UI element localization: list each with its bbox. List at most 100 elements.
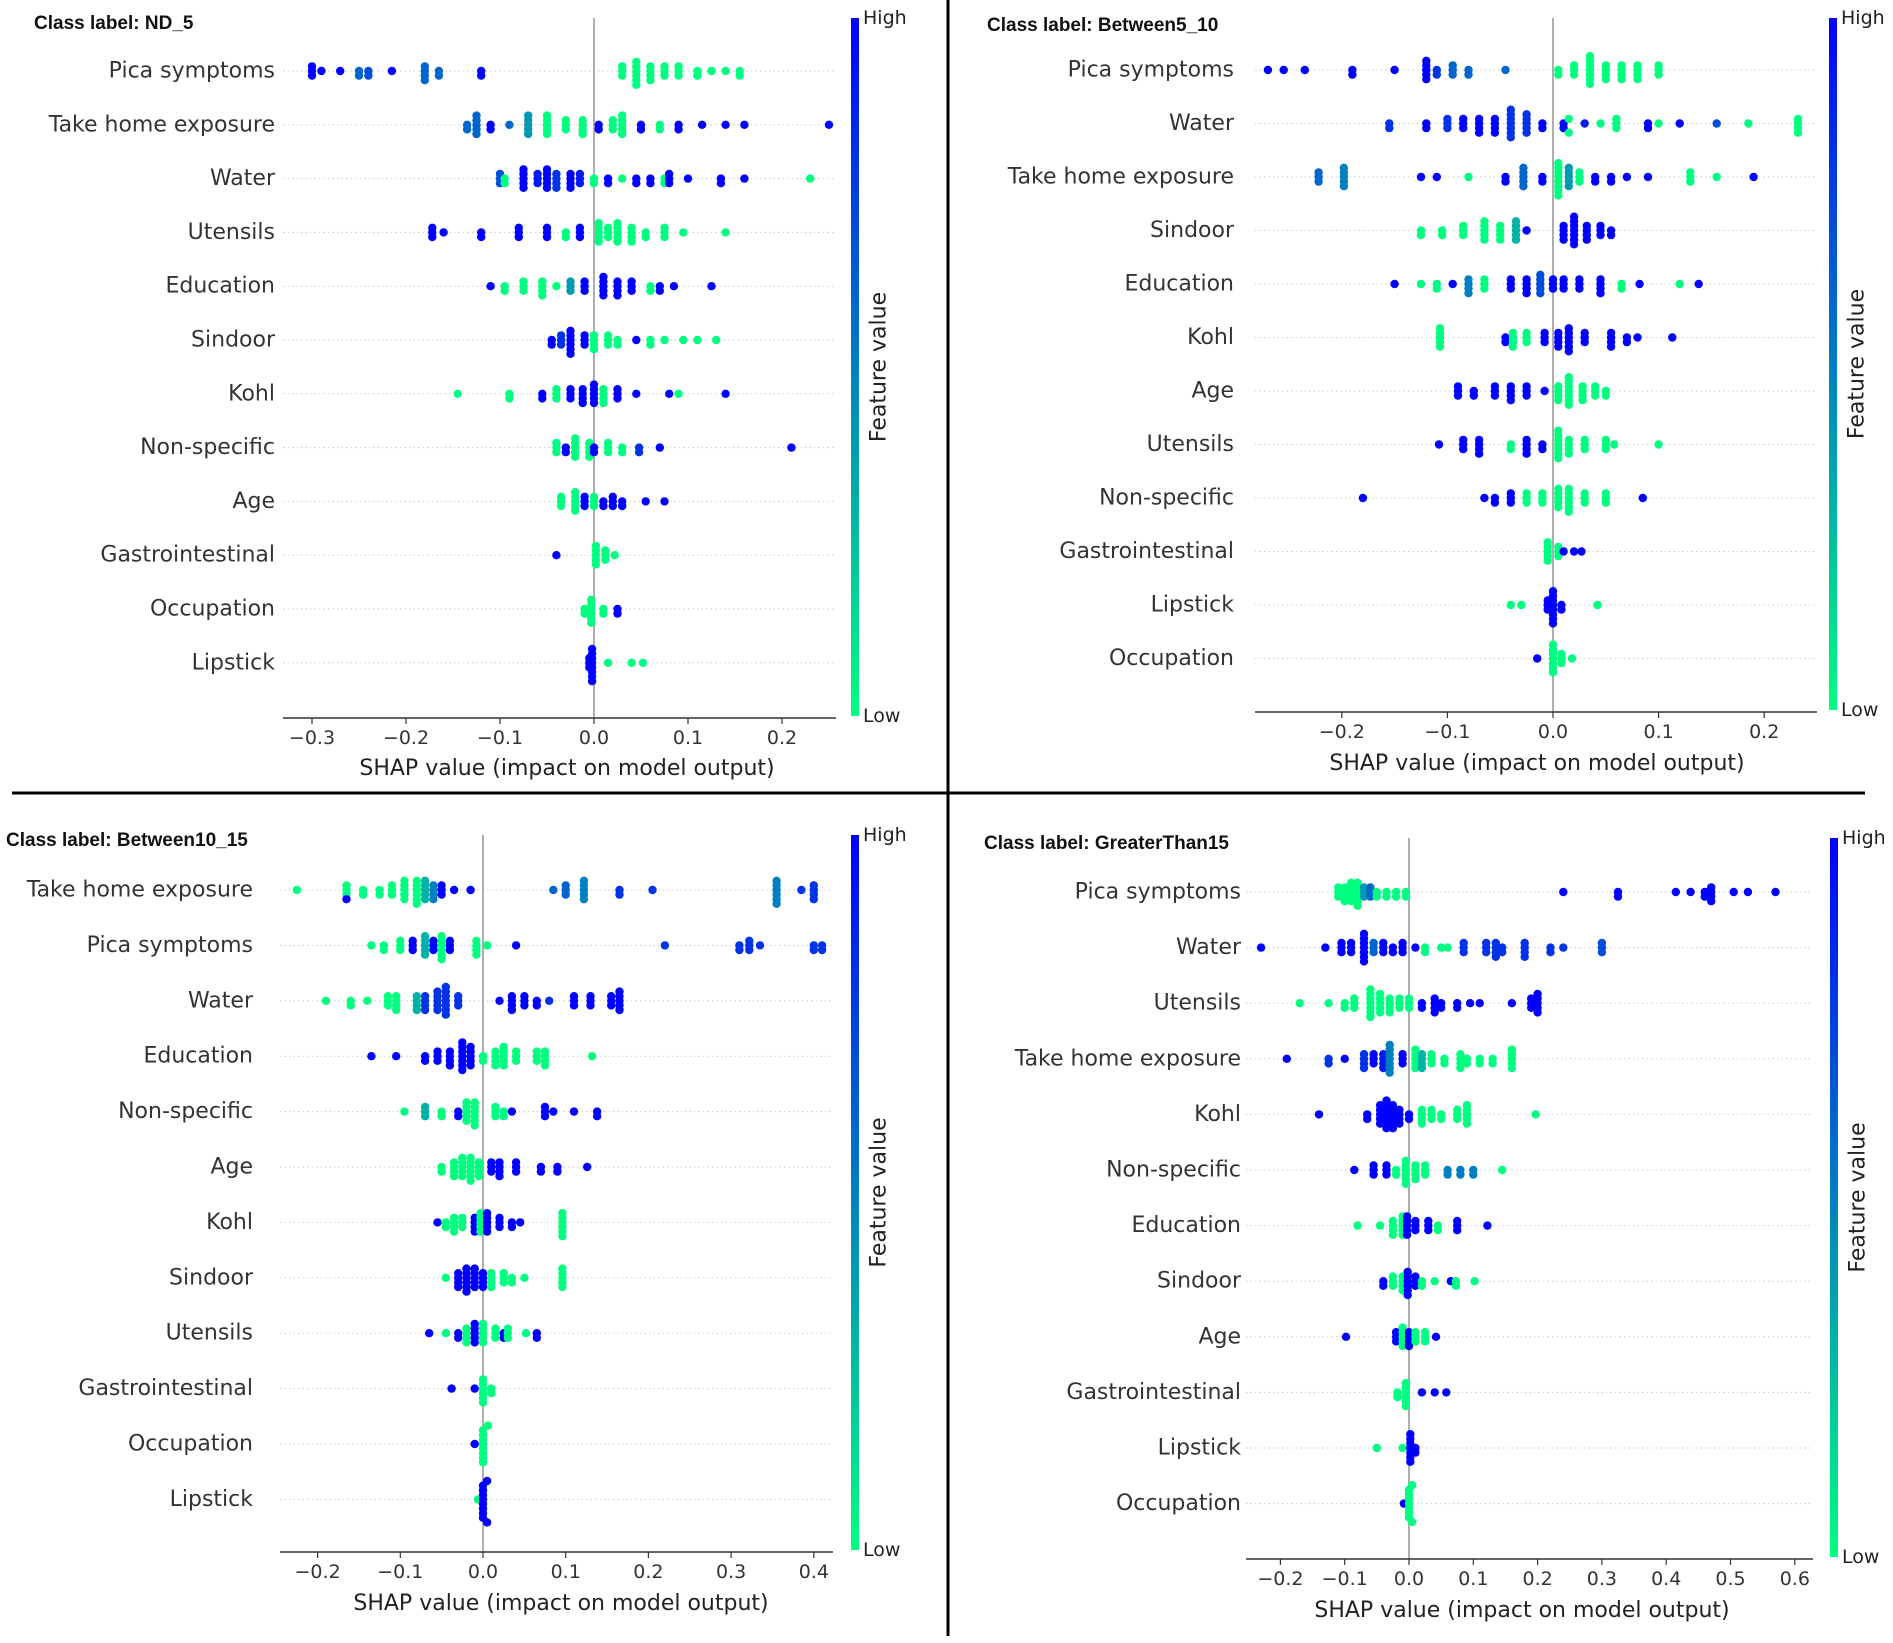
shap-point bbox=[566, 349, 575, 358]
shap-point bbox=[1596, 275, 1605, 284]
shap-point bbox=[589, 492, 599, 501]
shap-point bbox=[491, 1047, 500, 1056]
shap-point bbox=[809, 881, 818, 890]
shap-point bbox=[566, 277, 575, 286]
shap-point bbox=[1469, 391, 1479, 400]
feature-label: Lipstick bbox=[192, 650, 276, 675]
shap-point bbox=[618, 174, 627, 183]
shap-point bbox=[462, 1116, 471, 1126]
shap-point bbox=[542, 223, 552, 232]
shap-point bbox=[1771, 887, 1780, 897]
shap-point bbox=[1538, 489, 1547, 498]
shap-point bbox=[1456, 1050, 1465, 1059]
shap-point bbox=[1488, 1059, 1497, 1068]
shap-point bbox=[1557, 605, 1566, 614]
shap-point bbox=[1559, 221, 1568, 231]
feature-label: Water bbox=[1169, 111, 1235, 136]
shap-point bbox=[1388, 1124, 1398, 1133]
shap-point bbox=[474, 1172, 484, 1181]
shap-point bbox=[1459, 435, 1468, 445]
shap-point bbox=[441, 1329, 450, 1338]
shap-point bbox=[1395, 1119, 1404, 1128]
shap-point bbox=[1554, 328, 1563, 338]
shap-point bbox=[1554, 426, 1563, 435]
shap-point bbox=[1506, 498, 1516, 507]
shap-point bbox=[1707, 883, 1716, 892]
shap-point bbox=[613, 291, 622, 300]
shap-point bbox=[1506, 105, 1516, 114]
shap-point bbox=[420, 895, 430, 904]
x-tick-label: 0.2 bbox=[1749, 721, 1779, 743]
shap-point bbox=[1633, 75, 1642, 84]
panel-title: Class label: Between5_10 bbox=[987, 15, 1218, 36]
shap-point bbox=[1575, 284, 1584, 293]
feature-row-dots bbox=[437, 1153, 592, 1186]
shap-point bbox=[587, 677, 597, 686]
shap-point bbox=[1416, 279, 1426, 289]
shap-point bbox=[580, 501, 589, 511]
shap-point bbox=[1564, 114, 1574, 124]
shap-point bbox=[1474, 449, 1484, 458]
shap-point bbox=[1613, 892, 1623, 901]
shap-point bbox=[358, 890, 368, 899]
shap-point bbox=[1597, 938, 1607, 948]
shap-point bbox=[507, 1005, 517, 1015]
shap-point bbox=[542, 232, 552, 242]
shap-point bbox=[1295, 999, 1304, 1008]
shap-point bbox=[561, 232, 570, 242]
shap-point bbox=[1520, 952, 1529, 961]
shap-point bbox=[1635, 279, 1644, 289]
shap-point bbox=[1638, 493, 1648, 503]
shap-point bbox=[1564, 347, 1574, 356]
shap-point bbox=[1340, 1003, 1349, 1012]
shap-point bbox=[1490, 114, 1500, 124]
shap-point bbox=[1416, 230, 1426, 240]
feature-row-dots bbox=[1314, 159, 1758, 200]
feature-label: Kohl bbox=[228, 381, 275, 406]
shap-point bbox=[1580, 119, 1589, 128]
shap-point bbox=[660, 335, 669, 345]
shap-point bbox=[478, 1375, 488, 1384]
shap-point bbox=[445, 1047, 455, 1056]
shap-point bbox=[608, 125, 617, 134]
shap-point bbox=[674, 389, 683, 398]
shap-point bbox=[740, 120, 749, 129]
shap-point bbox=[1617, 75, 1626, 84]
shap-point bbox=[599, 272, 608, 282]
shap-point bbox=[1606, 328, 1616, 338]
x-tick-label: −0.2 bbox=[383, 727, 429, 749]
shap-point bbox=[1350, 994, 1359, 1003]
shap-point bbox=[387, 881, 397, 890]
shap-point bbox=[745, 936, 754, 945]
shap-point bbox=[601, 555, 610, 564]
shap-point bbox=[1480, 217, 1489, 226]
shap-point bbox=[613, 609, 622, 618]
shap-point bbox=[1668, 333, 1677, 342]
x-tick-label: 0.3 bbox=[716, 1561, 746, 1583]
shap-point bbox=[1554, 382, 1563, 391]
shap-point bbox=[420, 950, 430, 959]
x-axis-label: SHAP value (impact on model output) bbox=[353, 1591, 768, 1616]
shap-point bbox=[1462, 1119, 1472, 1128]
shap-point bbox=[1401, 1402, 1411, 1411]
shap-point bbox=[603, 448, 613, 457]
x-tick-label: 0.4 bbox=[799, 1561, 829, 1583]
shap-point bbox=[521, 1329, 531, 1338]
shap-point bbox=[1402, 1230, 1412, 1240]
shap-point bbox=[1575, 275, 1584, 284]
shap-point bbox=[1531, 1110, 1540, 1119]
shap-point bbox=[1411, 1161, 1420, 1170]
shap-point bbox=[1411, 1226, 1420, 1235]
shap-point bbox=[580, 609, 589, 618]
feature-label: Sindoor bbox=[1150, 218, 1235, 243]
shap-point bbox=[608, 116, 617, 125]
shap-point bbox=[1359, 1063, 1369, 1073]
shap-point bbox=[532, 1001, 541, 1010]
shap-point bbox=[735, 945, 744, 955]
feature-row-dots bbox=[1256, 929, 1607, 966]
shap-point bbox=[591, 560, 601, 569]
shap-point bbox=[434, 71, 444, 80]
shap-point bbox=[613, 277, 622, 286]
shap-point bbox=[632, 80, 641, 90]
feature-label: Occupation bbox=[1116, 1491, 1241, 1516]
